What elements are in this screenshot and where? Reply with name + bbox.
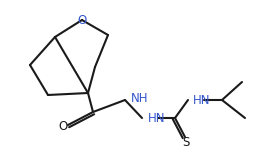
Text: NH: NH: [131, 93, 149, 105]
Text: HN: HN: [193, 94, 211, 106]
Text: S: S: [182, 135, 190, 148]
Text: HN: HN: [148, 113, 165, 126]
Text: O: O: [58, 119, 68, 132]
Text: O: O: [77, 14, 87, 27]
